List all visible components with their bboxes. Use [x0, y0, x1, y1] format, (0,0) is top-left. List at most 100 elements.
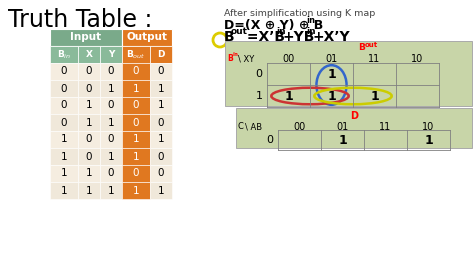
Text: 1: 1	[158, 185, 164, 196]
Bar	[78, 80, 100, 97]
Text: 1: 1	[61, 185, 67, 196]
Bar	[150, 80, 172, 97]
Text: 1: 1	[133, 135, 139, 144]
Bar	[78, 114, 100, 131]
Text: 1: 1	[108, 152, 114, 161]
Text: 11: 11	[368, 54, 381, 64]
Bar	[50, 80, 78, 97]
Bar	[150, 114, 172, 131]
Text: 1: 1	[158, 101, 164, 110]
Bar	[150, 165, 172, 182]
Text: 0: 0	[133, 66, 139, 77]
Text: 1: 1	[86, 101, 92, 110]
Text: 0: 0	[61, 84, 67, 94]
Text: 1: 1	[133, 152, 139, 161]
Bar	[50, 46, 78, 63]
Text: After simplification using K map: After simplification using K map	[224, 9, 375, 18]
Text: 1: 1	[424, 134, 433, 147]
Bar	[122, 165, 150, 182]
Text: in: in	[306, 27, 316, 36]
Bar	[236, 108, 472, 148]
Text: 11: 11	[379, 122, 392, 132]
Text: 1: 1	[61, 135, 67, 144]
Text: +X’Y: +X’Y	[313, 30, 351, 44]
Text: 0: 0	[108, 135, 114, 144]
Bar	[78, 131, 100, 148]
Bar	[50, 131, 78, 148]
Text: 1: 1	[86, 168, 92, 178]
Text: 0: 0	[133, 101, 139, 110]
Bar	[122, 46, 150, 63]
Bar	[78, 46, 100, 63]
Text: in: in	[306, 16, 315, 25]
Bar	[122, 148, 150, 165]
Text: \ XY: \ XY	[238, 54, 254, 63]
Text: D: D	[157, 50, 165, 59]
Text: 0: 0	[108, 101, 114, 110]
Bar	[50, 182, 78, 199]
Text: D=(X ⊕ Y) ⊕ B: D=(X ⊕ Y) ⊕ B	[224, 19, 323, 32]
Bar	[100, 80, 122, 97]
Bar	[122, 80, 150, 97]
Bar	[78, 63, 100, 80]
Text: C: C	[238, 122, 244, 131]
Text: 0: 0	[86, 66, 92, 77]
Text: 01: 01	[337, 122, 348, 132]
Bar	[150, 182, 172, 199]
Text: \ AB: \ AB	[245, 122, 262, 131]
Text: 00: 00	[293, 122, 306, 132]
Bar	[78, 148, 100, 165]
Text: 0: 0	[61, 118, 67, 127]
Text: 0: 0	[255, 69, 263, 79]
Text: 1: 1	[108, 84, 114, 94]
Text: 1: 1	[108, 118, 114, 127]
Text: B: B	[358, 43, 365, 52]
Bar	[50, 97, 78, 114]
Text: 1: 1	[327, 68, 336, 81]
Text: 0: 0	[86, 152, 92, 161]
Text: in: in	[233, 52, 239, 57]
Bar	[150, 46, 172, 63]
Text: 1: 1	[86, 118, 92, 127]
Text: 1: 1	[284, 89, 293, 102]
Bar	[100, 97, 122, 114]
Bar	[122, 29, 172, 46]
Bar	[122, 63, 150, 80]
Text: 1: 1	[133, 84, 139, 94]
Text: B: B	[227, 54, 233, 63]
Text: 1: 1	[158, 135, 164, 144]
Bar	[50, 148, 78, 165]
Bar	[50, 63, 78, 80]
Text: out: out	[231, 27, 248, 36]
Text: 0: 0	[158, 168, 164, 178]
Bar	[150, 63, 172, 80]
Bar	[122, 97, 150, 114]
Text: 1: 1	[61, 168, 67, 178]
Text: 10: 10	[422, 122, 435, 132]
Bar	[100, 182, 122, 199]
Bar	[78, 182, 100, 199]
Text: 0: 0	[158, 118, 164, 127]
Bar	[100, 148, 122, 165]
Text: 10: 10	[411, 54, 424, 64]
Bar	[50, 29, 122, 46]
Text: 1: 1	[158, 84, 164, 94]
Bar	[122, 114, 150, 131]
Text: D: D	[350, 111, 358, 121]
Text: 01: 01	[325, 54, 337, 64]
Bar	[78, 165, 100, 182]
Text: B: B	[224, 30, 235, 44]
Text: 1: 1	[255, 91, 263, 101]
Bar	[122, 182, 150, 199]
Bar	[100, 165, 122, 182]
Bar	[50, 165, 78, 182]
Text: 0: 0	[108, 66, 114, 77]
Text: 0: 0	[133, 118, 139, 127]
Bar	[100, 63, 122, 80]
Text: Truth Table :: Truth Table :	[8, 8, 152, 32]
Text: 1: 1	[327, 89, 336, 102]
Text: Input: Input	[71, 32, 101, 43]
Text: 1: 1	[370, 89, 379, 102]
Bar	[100, 114, 122, 131]
Text: 0: 0	[158, 66, 164, 77]
